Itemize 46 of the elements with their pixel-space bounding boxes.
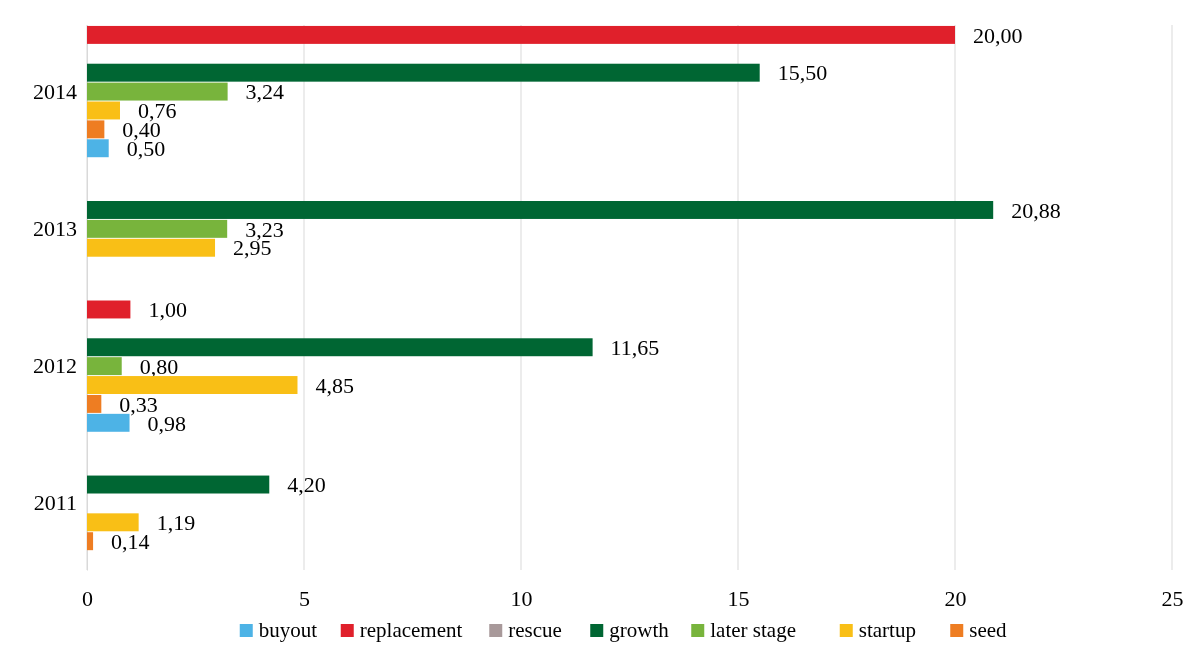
y-tick-label: 2011 — [33, 490, 77, 516]
bar — [87, 219, 228, 238]
x-tick-label: 10 — [510, 585, 533, 611]
data-label: 1,19 — [156, 510, 196, 536]
bar — [87, 238, 216, 257]
bar — [87, 101, 120, 120]
bar — [87, 25, 955, 44]
bar — [87, 300, 131, 319]
data-label: 0,14 — [111, 528, 150, 554]
bar — [87, 82, 228, 101]
data-label: 20,88 — [1011, 197, 1061, 223]
data-label: 15,50 — [777, 60, 828, 86]
bar — [87, 513, 139, 532]
legend-label: later stage — [710, 618, 796, 642]
data-label: 20,00 — [973, 22, 1023, 48]
data-label: 4,20 — [287, 472, 326, 498]
data-label: 3,24 — [245, 79, 285, 105]
data-label: 0,33 — [119, 391, 158, 417]
y-tick-label: 2013 — [33, 215, 77, 241]
bar — [87, 120, 105, 139]
bar — [87, 201, 994, 219]
x-tick-label: 15 — [727, 585, 750, 611]
x-tick-label: 5 — [299, 585, 310, 611]
data-label: 4,85 — [315, 372, 354, 398]
data-label: 1,00 — [148, 297, 187, 323]
legend-label: startup — [858, 618, 916, 642]
legend-label: replacement — [359, 618, 463, 642]
legend-label: rescue — [508, 618, 562, 642]
x-tick-label: 20 — [944, 585, 967, 611]
legend-label: seed — [969, 618, 1008, 642]
bar — [87, 532, 94, 551]
data-label: 11,65 — [610, 334, 660, 360]
bar — [87, 357, 122, 376]
bar — [87, 376, 298, 394]
bar — [87, 139, 109, 158]
bar — [87, 394, 102, 413]
y-tick-label: 2014 — [33, 78, 77, 104]
bar — [87, 63, 760, 82]
legend-label: buyout — [258, 618, 318, 642]
bar — [87, 475, 270, 494]
x-tick-label: 25 — [1161, 585, 1184, 611]
bar — [87, 338, 593, 357]
x-tick-label: 0 — [82, 585, 93, 611]
y-tick-label: 2012 — [33, 353, 77, 379]
data-label: 0,80 — [139, 353, 179, 379]
legend-label: growth — [609, 618, 670, 642]
